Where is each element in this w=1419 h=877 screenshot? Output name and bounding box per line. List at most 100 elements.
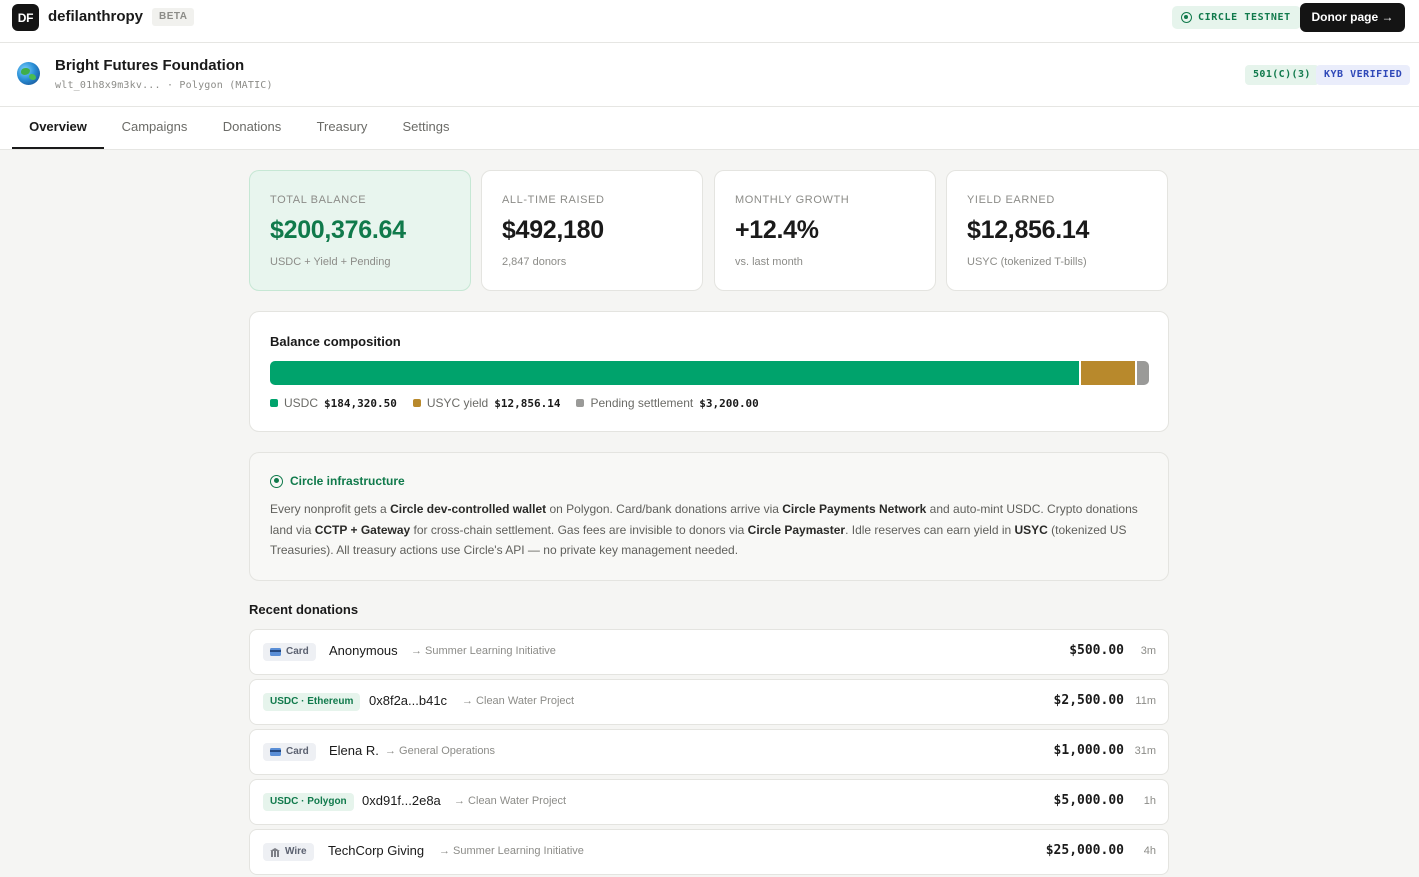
payment-method-tag: Card <box>263 743 316 761</box>
nonprofit-status-badge: 501(C)(3) <box>1245 65 1319 85</box>
infra-description: Every nonprofit gets a Circle dev-contro… <box>270 499 1150 561</box>
stat-subtext: 2,847 donors <box>502 256 567 268</box>
donation-campaign: → General Operations <box>385 745 496 757</box>
wallet-id[interactable]: wlt_01h8x9m3kv... <box>55 80 161 91</box>
circle-status-icon <box>1181 12 1192 23</box>
payment-method-tag: Wire <box>263 843 314 861</box>
beta-badge: BETA <box>152 8 195 26</box>
infra-highlight: Circle Paymaster <box>747 522 846 537</box>
composition-title: Balance composition <box>270 334 401 349</box>
stat-card-yield-earned: YIELD EARNED $12,856.14 USYC (tokenized … <box>946 170 1168 291</box>
stat-card-all-time-raised: ALL-TIME RAISED $492,180 2,847 donors <box>481 170 703 291</box>
main-tabs: Overview Campaigns Donations Treasury Se… <box>0 107 1419 150</box>
infra-highlight: USYC <box>1014 522 1048 537</box>
legend-value: $12,856.14 <box>494 396 561 410</box>
donor-address: 0x8f2a...b41c <box>369 693 448 708</box>
donor-page-button[interactable]: Donor page → <box>1300 3 1405 32</box>
donation-amount: $500.00 <box>1069 643 1124 658</box>
stat-value: $12,856.14 <box>967 216 1090 244</box>
composition-segment-usyc <box>1078 361 1135 385</box>
donation-row[interactable]: USDC · Polygon 0xd91f...2e8a → Clean Wat… <box>249 779 1169 825</box>
legend-label: USYC yield <box>426 396 489 410</box>
brand-name[interactable]: defilanthropy <box>48 8 144 25</box>
payment-method-tag: Card <box>263 643 316 661</box>
stat-label: YIELD EARNED <box>967 194 1055 206</box>
credit-card-icon <box>270 748 281 756</box>
balance-composition-panel: Balance composition USDC $184,320.50 USY… <box>249 311 1169 432</box>
tab-settings[interactable]: Settings <box>402 119 450 134</box>
payment-method-label: Card <box>286 646 309 657</box>
payment-method-tag: USDC · Polygon <box>263 793 354 811</box>
payment-method-label: USDC · Ethereum <box>270 696 354 707</box>
stat-label: TOTAL BALANCE <box>270 194 367 206</box>
donation-campaign: → Clean Water Project <box>462 695 575 707</box>
stat-card-total-balance: TOTAL BALANCE $200,376.64 USDC + Yield +… <box>249 170 471 291</box>
credit-card-icon <box>270 648 281 656</box>
payment-method-tag: USDC · Ethereum <box>263 693 361 711</box>
donation-time: 3m <box>1140 645 1156 657</box>
stat-label: MONTHLY GROWTH <box>735 194 850 206</box>
legend-item-usdc: USDC $184,320.50 <box>270 396 397 410</box>
composition-legend: USDC $184,320.50 USYC yield $12,856.14 P… <box>270 394 775 412</box>
globe-icon <box>17 62 40 85</box>
top-bar: DF defilanthropy BETA CIRCLE TESTNET Don… <box>0 0 1419 43</box>
composition-segment-usdc <box>270 361 1079 385</box>
stat-subtext: USYC (tokenized T-bills) <box>967 256 1087 268</box>
stat-label: ALL-TIME RAISED <box>502 194 605 206</box>
donation-amount: $25,000.00 <box>1045 843 1124 858</box>
network-badge: CIRCLE TESTNET <box>1172 6 1301 29</box>
legend-swatch <box>412 399 421 407</box>
donation-campaign: → Clean Water Project <box>454 795 567 807</box>
infra-text: . Idle reserves can earn yield in <box>845 522 1015 537</box>
legend-label: USDC <box>284 396 319 410</box>
donation-row[interactable]: Wire TechCorp Giving → Summer Learning I… <box>249 829 1169 875</box>
org-header: Bright Futures Foundation wlt_01h8x9m3kv… <box>0 43 1419 107</box>
legend-swatch <box>270 399 278 407</box>
donation-amount: $2,500.00 <box>1053 693 1124 708</box>
donation-row[interactable]: Card Elena R. → General Operations $1,00… <box>249 729 1169 775</box>
circle-logo-icon <box>270 474 283 488</box>
donation-row[interactable]: USDC · Ethereum 0x8f2a...b41c → Clean Wa… <box>249 679 1169 725</box>
stat-subtext: vs. last month <box>735 256 803 268</box>
donation-time: 11m <box>1135 695 1156 707</box>
circle-infrastructure-panel: Circle infrastructure Every nonprofit ge… <box>249 452 1169 581</box>
recent-donations-title: Recent donations <box>249 602 359 617</box>
payment-method-label: USDC · Polygon <box>270 796 347 807</box>
donation-time: 31m <box>1134 745 1156 757</box>
payment-method-label: Card <box>286 746 309 757</box>
donation-row[interactable]: Card Anonymous → Summer Learning Initiat… <box>249 629 1169 675</box>
composition-bar <box>270 361 1149 385</box>
donor-name: Anonymous <box>329 643 398 658</box>
composition-segment-pending <box>1134 361 1149 385</box>
stat-card-monthly-growth: MONTHLY GROWTH +12.4% vs. last month <box>714 170 936 291</box>
legend-value: $3,200.00 <box>699 396 759 410</box>
legend-value: $184,320.50 <box>324 396 397 410</box>
tab-treasury[interactable]: Treasury <box>316 119 368 134</box>
infra-title: Circle infrastructure <box>290 474 405 488</box>
tab-overview[interactable]: Overview <box>12 107 104 149</box>
infra-text: and auto-mint USDC. Crypto donations lan… <box>270 502 1138 537</box>
infra-text: on Polygon. Card/bank donations arrive v… <box>546 502 783 516</box>
org-name: Bright Futures Foundation <box>55 57 245 74</box>
network-badge-label: CIRCLE TESTNET <box>1198 12 1291 23</box>
legend-swatch <box>576 399 585 407</box>
stat-value: $200,376.64 <box>270 216 406 244</box>
donor-name: TechCorp Giving <box>328 843 425 858</box>
infra-text: for cross-chain settlement. Gas fees are… <box>410 522 748 537</box>
donor-name: Elena R. <box>329 743 379 758</box>
infra-text: (tokenized US Treasuries). All treasury … <box>270 522 1127 558</box>
donation-amount: $5,000.00 <box>1053 793 1124 808</box>
infra-highlight: Circle dev-controlled wallet <box>390 502 547 516</box>
stat-value: $492,180 <box>502 216 604 244</box>
tab-donations[interactable]: Donations <box>222 119 282 134</box>
kyb-verified-badge: KYB VERIFIED <box>1316 65 1411 85</box>
stat-value: +12.4% <box>735 216 819 244</box>
bank-icon <box>270 847 280 857</box>
infra-highlight: CCTP + Gateway <box>314 522 411 537</box>
payment-method-label: Wire <box>285 846 307 857</box>
donation-campaign: → Summer Learning Initiative <box>411 645 556 657</box>
tab-campaigns[interactable]: Campaigns <box>121 119 188 134</box>
app-logo[interactable]: DF <box>12 4 39 31</box>
donor-address: 0xd91f...2e8a <box>362 793 441 808</box>
legend-item-usyc: USYC yield $12,856.14 <box>412 396 561 410</box>
